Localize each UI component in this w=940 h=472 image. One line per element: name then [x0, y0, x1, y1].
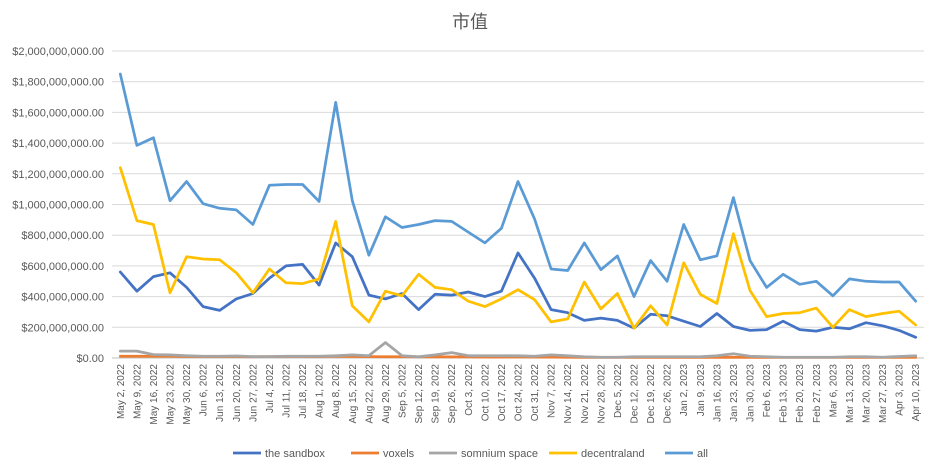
legend-item: all — [665, 448, 708, 460]
x-tick-label: Feb 27, 2023 — [812, 364, 823, 423]
x-tick-label: May 16, 2022 — [149, 364, 160, 425]
x-tick-label: Jun 27, 2022 — [248, 364, 259, 422]
x-tick-label: Jul 4, 2022 — [265, 364, 276, 413]
legend: the sandbox voxels somnium space decentrala… — [233, 448, 708, 460]
x-tick-label: Feb 6, 2023 — [762, 364, 773, 418]
y-tick-label: $1,200,000,000.00 — [12, 169, 104, 181]
legend-label: the sandbox — [265, 448, 325, 460]
x-tick-label: Aug 8, 2022 — [331, 364, 342, 418]
x-tick-label: Mar 6, 2023 — [828, 364, 839, 418]
x-tick-label: Mar 20, 2023 — [862, 364, 873, 423]
x-tick-label: Nov 7, 2022 — [547, 364, 558, 418]
x-axis-tick-labels: May 2, 2022 May 9, 2022 May 16, 2022 May 23… — [116, 364, 922, 425]
x-tick-label: Sep 5, 2022 — [398, 364, 409, 418]
x-tick-label: Nov 28, 2022 — [596, 364, 607, 424]
legend-label: all — [697, 448, 708, 460]
legend-label: somnium space — [461, 448, 538, 460]
series-lines — [118, 72, 918, 359]
x-tick-label: May 9, 2022 — [132, 364, 143, 419]
x-tick-label: Jan 30, 2023 — [746, 364, 757, 422]
x-tick-label: Apr 3, 2023 — [895, 364, 906, 416]
x-tick-label: Sep 12, 2022 — [414, 364, 425, 424]
x-tick-label: Apr 10, 2023 — [911, 364, 922, 422]
y-tick-label: $400,000,000.00 — [21, 292, 104, 304]
y-tick-label: $800,000,000.00 — [21, 230, 104, 242]
legend-item: voxels — [351, 448, 415, 460]
series-line-all — [118, 72, 918, 303]
x-tick-label: Oct 3, 2022 — [464, 364, 475, 416]
x-tick-label: May 30, 2022 — [182, 364, 193, 425]
x-tick-label: Feb 13, 2023 — [779, 364, 790, 423]
x-tick-label: Oct 17, 2022 — [497, 364, 508, 422]
x-tick-label: Feb 20, 2023 — [795, 364, 806, 423]
x-tick-label: Aug 22, 2022 — [364, 364, 375, 424]
y-tick-label: $1,600,000,000.00 — [12, 107, 104, 119]
series-line-somnium-space — [118, 341, 918, 359]
x-tick-label: Mar 13, 2023 — [845, 364, 856, 423]
y-tick-label: $0.00 — [76, 353, 104, 365]
x-tick-label: Nov 14, 2022 — [563, 364, 574, 424]
y-tick-label: $2,000,000,000.00 — [12, 46, 104, 58]
x-tick-label: Dec 19, 2022 — [646, 364, 657, 424]
x-tick-label: Jan 16, 2023 — [712, 364, 723, 422]
x-tick-label: Jun 13, 2022 — [215, 364, 226, 422]
x-tick-label: Nov 21, 2022 — [580, 364, 591, 424]
x-tick-label: Dec 12, 2022 — [630, 364, 641, 424]
x-tick-label: Jun 6, 2022 — [199, 364, 210, 417]
x-tick-label: Jul 11, 2022 — [282, 364, 293, 418]
legend-item: somnium space — [429, 448, 538, 460]
legend-item: the sandbox — [233, 448, 325, 460]
y-tick-label: $200,000,000.00 — [21, 322, 104, 334]
x-tick-label: Oct 31, 2022 — [530, 364, 541, 422]
x-tick-label: Jul 18, 2022 — [298, 364, 309, 419]
y-tick-label: $1,800,000,000.00 — [12, 77, 104, 89]
x-tick-label: Aug 29, 2022 — [381, 364, 392, 424]
series-line-decentraland — [118, 166, 918, 330]
y-axis-tick-labels: $0.00 $200,000,000.00 $400,000,000.00 $600,… — [12, 46, 104, 365]
x-tick-label: Sep 26, 2022 — [447, 364, 458, 424]
x-tick-label: May 23, 2022 — [166, 364, 177, 425]
legend-label: decentraland — [581, 448, 645, 460]
x-tick-label: Jan 23, 2023 — [729, 364, 740, 422]
x-tick-label: Jan 2, 2023 — [679, 364, 690, 417]
x-tick-label: Dec 26, 2022 — [663, 364, 674, 424]
x-tick-label: Oct 24, 2022 — [514, 364, 525, 422]
chart-title: 市值 — [452, 12, 488, 33]
x-tick-label: Aug 15, 2022 — [348, 364, 359, 424]
y-tick-label: $1,000,000,000.00 — [12, 200, 104, 212]
x-tick-label: Aug 1, 2022 — [315, 364, 326, 418]
x-tick-label: Dec 5, 2022 — [613, 364, 624, 418]
legend-label: voxels — [383, 448, 415, 460]
x-tick-label: Oct 10, 2022 — [480, 364, 491, 422]
x-tick-label: May 2, 2022 — [116, 364, 127, 419]
y-tick-label: $600,000,000.00 — [21, 261, 104, 273]
x-tick-label: Jan 9, 2023 — [696, 364, 707, 417]
legend-item: decentraland — [549, 448, 645, 460]
x-tick-label: Jun 20, 2022 — [232, 364, 243, 422]
x-tick-label: Sep 19, 2022 — [431, 364, 442, 424]
y-tick-label: $1,400,000,000.00 — [12, 138, 104, 150]
x-tick-label: Mar 27, 2023 — [878, 364, 889, 423]
